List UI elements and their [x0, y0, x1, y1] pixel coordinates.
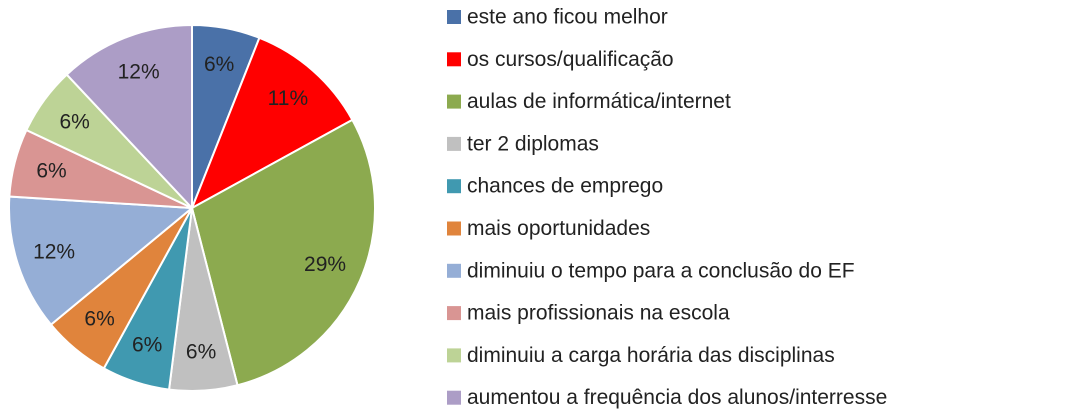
legend-swatch [447, 263, 461, 278]
data-label: 6% [84, 307, 114, 330]
legend-swatch [447, 10, 461, 24]
data-label: 6% [36, 159, 66, 182]
legend-swatch [447, 94, 461, 109]
data-label: 12% [33, 240, 75, 263]
legend-swatch [447, 390, 461, 405]
legend-label: mais profissionais na escola [467, 302, 730, 325]
data-label: 11% [268, 87, 308, 110]
pie-slice [8, 195, 195, 327]
data-label: 29% [304, 253, 346, 276]
legend-swatch [447, 136, 461, 151]
legend-swatch [447, 306, 461, 321]
legend-swatch [447, 179, 461, 194]
data-label: 12% [118, 61, 160, 84]
legend-label: diminuiu o tempo para a conclusão do EF [467, 259, 855, 282]
legend-label: ter 2 diplomas [467, 132, 599, 155]
legend-swatch [447, 348, 461, 363]
pie-slice [65, 23, 193, 211]
legend-label: aulas de informática/internet [467, 90, 731, 113]
legend-label: aumentou a frequência dos alunos/interre… [467, 386, 887, 409]
legend-label: diminuiu a carga horária das disciplinas [467, 344, 835, 367]
legend-label: mais oportunidades [467, 217, 650, 240]
legend-label: este ano ficou melhor [467, 6, 668, 29]
legend-label: os cursos/qualificação [467, 48, 674, 71]
pie-slice [190, 118, 376, 387]
pie-slice [190, 36, 354, 211]
legend-swatch [447, 221, 461, 236]
data-label: 6% [60, 110, 90, 133]
legend-swatch [447, 52, 461, 67]
data-label: 6% [186, 340, 216, 363]
data-label: 6% [204, 53, 234, 76]
data-label: 6% [132, 333, 162, 356]
legend-label: chances de emprego [467, 175, 663, 198]
